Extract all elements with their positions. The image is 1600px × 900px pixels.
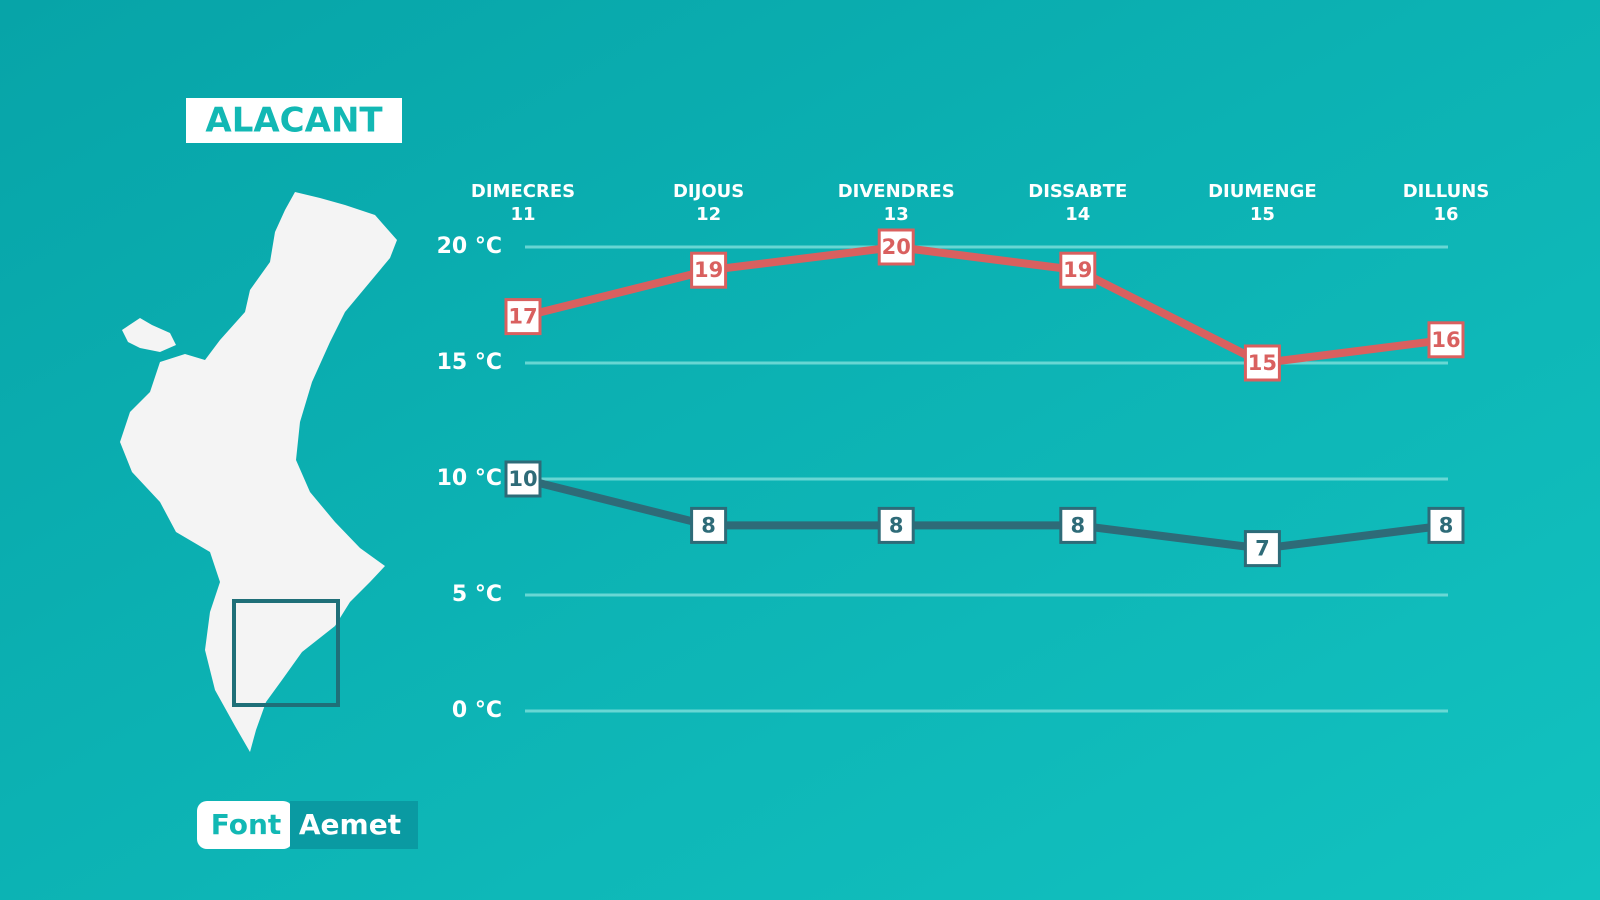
x-tick-day: 16	[1433, 204, 1458, 225]
y-tick-label: 10 °C	[437, 466, 502, 491]
point-marker	[690, 506, 728, 544]
data-label: 8	[1070, 513, 1085, 537]
point-marker	[1427, 506, 1465, 544]
x-tick-label: DIMECRES	[471, 181, 575, 202]
source-name-box	[290, 801, 418, 849]
point-marker	[504, 298, 542, 336]
y-tick-label: 20 °C	[437, 234, 502, 259]
x-tick-day: 14	[1065, 204, 1090, 225]
series-line	[522, 243, 1447, 367]
point-marker	[504, 460, 542, 498]
data-label: 10	[508, 467, 537, 491]
data-label: 8	[701, 513, 716, 537]
title-box	[186, 98, 402, 143]
data-label: 19	[1063, 258, 1092, 282]
point-marker	[1243, 344, 1281, 382]
data-label: 17	[508, 305, 537, 329]
x-tick-day: 15	[1250, 204, 1275, 225]
data-label: 7	[1255, 537, 1270, 561]
point-marker	[1427, 321, 1465, 359]
y-tick-label: 15 °C	[437, 350, 502, 375]
x-tick-label: DILLUNS	[1403, 181, 1490, 202]
source-name: Aemet	[299, 808, 401, 841]
y-tick-label: 0 °C	[452, 698, 502, 723]
y-tick-label: 5 °C	[452, 582, 502, 607]
point-marker	[1059, 251, 1097, 289]
region-map	[120, 192, 397, 752]
data-label: 19	[694, 258, 723, 282]
x-tick-label: DISSABTE	[1028, 181, 1127, 202]
x-tick-label: DIJOUS	[673, 181, 744, 202]
source-label: Font	[211, 808, 282, 841]
point-marker	[1059, 506, 1097, 544]
data-label: 8	[889, 513, 904, 537]
data-label: 16	[1431, 328, 1460, 352]
point-marker	[877, 506, 915, 544]
chart-title: ALACANT	[205, 101, 383, 141]
source-label-box	[197, 801, 293, 849]
point-marker	[1243, 530, 1281, 568]
point-marker	[690, 251, 728, 289]
point-marker	[877, 228, 915, 266]
area-highlight	[232, 599, 340, 707]
data-label: 8	[1439, 513, 1454, 537]
x-tick-day: 11	[510, 204, 535, 225]
data-label: 15	[1248, 351, 1277, 375]
x-tick-day: 13	[884, 204, 909, 225]
series-line	[522, 475, 1447, 553]
data-label: 20	[882, 235, 911, 259]
x-tick-label: DIUMENGE	[1208, 181, 1317, 202]
x-tick-day: 12	[696, 204, 721, 225]
x-tick-label: DIVENDRES	[838, 181, 955, 202]
